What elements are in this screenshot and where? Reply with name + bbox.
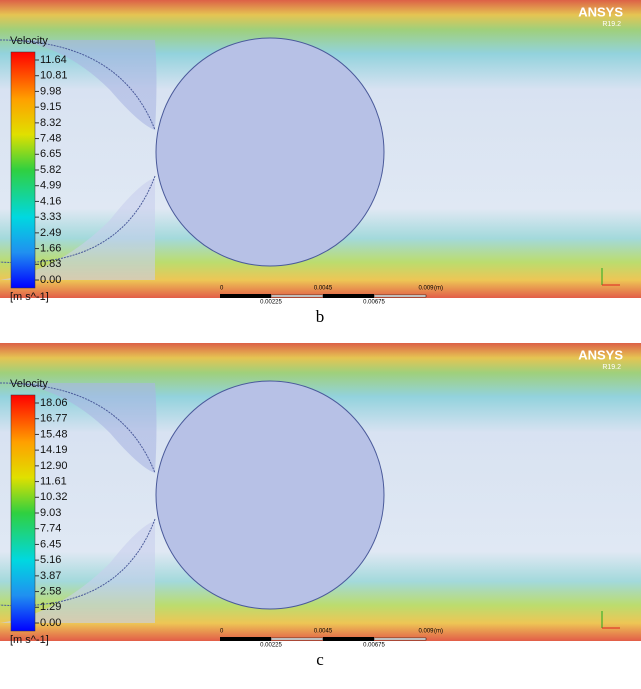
caption: c — [316, 650, 324, 669]
legend-tick: 3.87 — [40, 570, 61, 582]
scale-bar — [220, 637, 271, 641]
legend-title: Velocity — [10, 35, 48, 47]
legend-tick: 4.16 — [40, 195, 61, 207]
legend-tick: 4.99 — [40, 180, 61, 192]
legend-tick: 0.00 — [40, 617, 61, 629]
legend-tick: 7.48 — [40, 132, 61, 144]
scale-bar — [373, 294, 427, 298]
scale-label: 0 — [220, 629, 224, 635]
logo: ANSYS — [578, 347, 623, 362]
legend-tick: 18.06 — [40, 397, 68, 409]
legend-tick: 1.29 — [40, 601, 61, 613]
scale-bar — [270, 294, 324, 298]
left-body — [0, 382, 156, 607]
legend-tick: 15.48 — [40, 428, 68, 440]
legend-tick: 10.81 — [40, 70, 68, 82]
caption: b — [316, 307, 325, 326]
left-cylinder — [0, 521, 155, 623]
legend-tick: 6.65 — [40, 148, 61, 160]
panel: ANSYS R19.2 Velocity 18.06 16.77 15.48 14.19 12… — [0, 343, 641, 669]
scale-label: 0 — [220, 286, 224, 292]
legend-tick: 14.19 — [40, 444, 68, 456]
scale-label: 0.009 — [418, 629, 434, 635]
scale-sublabel: 0.00675 — [363, 300, 385, 306]
scale-bar — [270, 637, 324, 641]
cylinder — [155, 37, 385, 267]
scale-unit: (m) — [434, 286, 443, 292]
version: R19.2 — [602, 364, 621, 371]
version: R19.2 — [602, 21, 621, 28]
scale-label: 0.0045 — [314, 629, 333, 635]
cylinder — [155, 380, 385, 610]
scale-label: 0.0045 — [314, 286, 333, 292]
legend-tick: 9.03 — [40, 507, 61, 519]
panel: ANSYS R19.2 Velocity 11.64 10.81 9.98 9.15 8.32… — [0, 0, 641, 326]
scale-bar — [323, 294, 374, 298]
color-bar — [10, 394, 36, 632]
legend-tick: 7.74 — [40, 523, 61, 535]
legend-tick: 12.90 — [40, 460, 68, 472]
legend-tick: 5.16 — [40, 554, 61, 566]
left-cylinder — [0, 178, 155, 280]
scale-label: 0.009 — [418, 286, 434, 292]
left-cylinder — [0, 383, 157, 473]
color-bar — [10, 51, 36, 289]
legend-tick: 8.32 — [40, 117, 61, 129]
logo: ANSYS — [578, 4, 623, 19]
legend-tick: 11.61 — [40, 475, 67, 487]
scale-sublabel: 0.00225 — [260, 643, 282, 649]
legend-unit: [m s^-1] — [10, 291, 49, 303]
legend-tick: 5.82 — [40, 164, 61, 176]
legend-tick: 2.58 — [40, 585, 61, 597]
scale-sublabel: 0.00675 — [363, 643, 385, 649]
scale-bar — [220, 294, 271, 298]
legend-tick: 11.64 — [40, 54, 67, 66]
legend-tick: 9.15 — [40, 101, 61, 113]
left-body — [0, 39, 156, 264]
legend-title: Velocity — [10, 378, 48, 390]
legend-tick: 10.32 — [40, 491, 68, 503]
scale-unit: (m) — [434, 629, 443, 635]
legend-tick: 0.00 — [40, 274, 61, 286]
legend-tick: 16.77 — [40, 413, 68, 425]
scale-bar — [323, 637, 374, 641]
legend-tick: 6.45 — [40, 538, 61, 550]
legend-tick: 3.33 — [40, 211, 61, 223]
legend-tick: 9.98 — [40, 85, 61, 97]
scale-sublabel: 0.00225 — [260, 300, 282, 306]
legend-unit: [m s^-1] — [10, 634, 49, 646]
scale-bar — [373, 637, 427, 641]
legend-tick: 1.66 — [40, 242, 61, 254]
legend-tick: 0.83 — [40, 258, 61, 270]
left-cylinder — [0, 40, 157, 130]
legend-tick: 2.49 — [40, 227, 61, 239]
